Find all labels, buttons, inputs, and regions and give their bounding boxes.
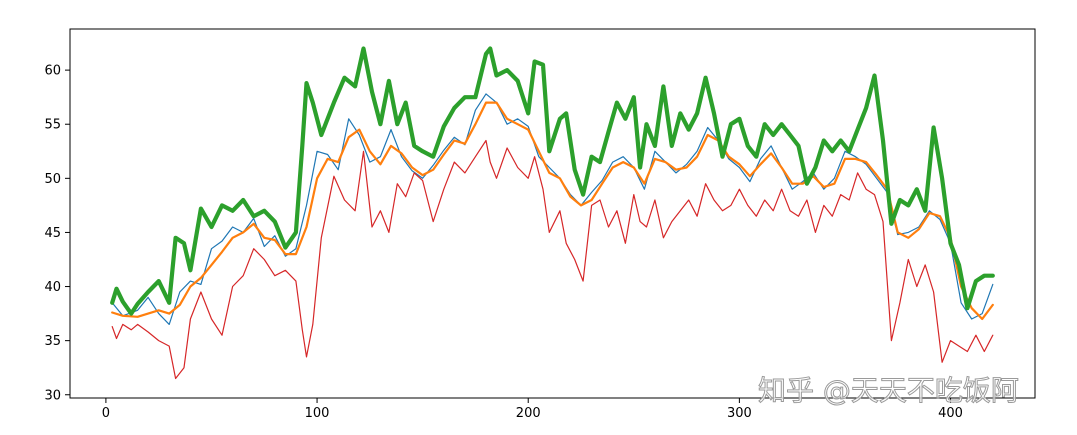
x-tick-label: 100 [305,406,330,421]
y-tick-label: 50 [44,172,61,187]
y-tick-label: 30 [44,388,61,403]
y-tick-label: 35 [44,334,61,349]
plot-frame [69,28,1036,399]
series-line-4 [111,139,994,380]
y-tick-label: 45 [44,226,61,241]
x-tick-label: 0 [102,406,110,421]
y-tick-label: 40 [44,280,61,295]
y-tick-label: 60 [44,64,61,79]
y-tick-label: 55 [44,118,61,133]
x-tick-label: 400 [938,406,963,421]
x-tick-label: 300 [727,406,752,421]
series-line-2 [111,101,994,321]
x-tick-label: 200 [516,406,541,421]
series-layer [110,46,995,380]
watermark: 知乎 @天天不吃饭阿 [758,374,1019,407]
series-line-1 [111,93,994,325]
ticks-layer: 0 100 200 300 400 30 35 40 45 50 55 60 [44,64,962,421]
series-line-3 [110,46,995,316]
